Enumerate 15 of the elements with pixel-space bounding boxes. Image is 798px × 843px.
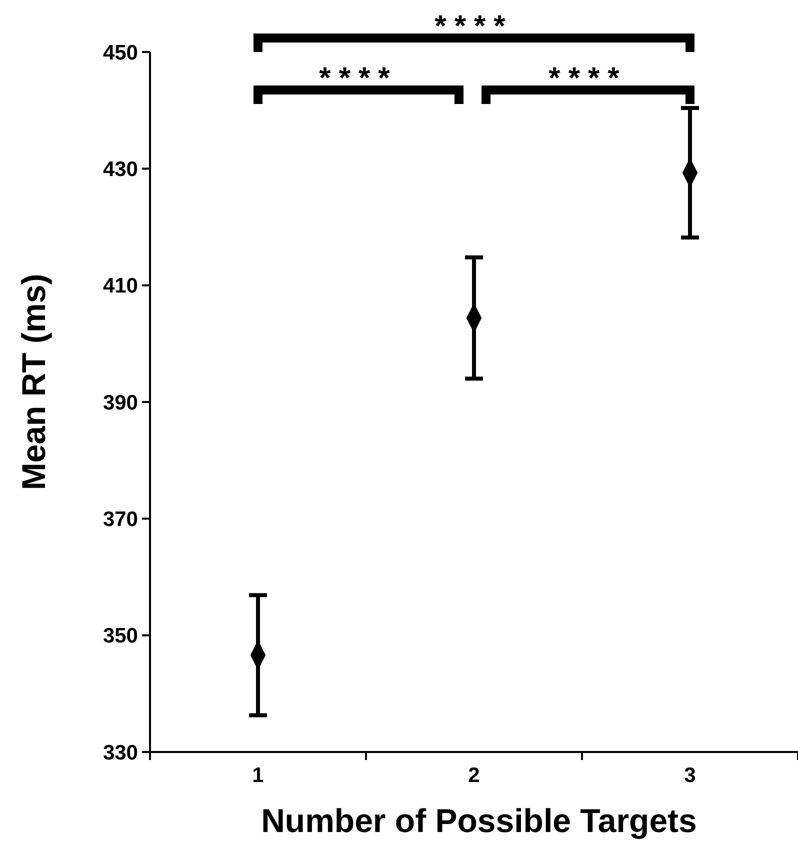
x-tick-label: 1 [252, 764, 264, 787]
annotation: **** [548, 62, 628, 95]
annotation: **** [319, 62, 398, 95]
y-axis-title: Mean RT (ms) [15, 274, 52, 490]
y-tick-label: 450 [102, 41, 138, 64]
x-tick-label: 3 [684, 764, 696, 787]
text: **** [434, 10, 514, 43]
y-tick-label: 390 [102, 391, 138, 414]
y-tick-label: 330 [102, 741, 138, 764]
y-tick-label: 370 [102, 508, 138, 532]
x-tick-label: 2 [468, 764, 480, 787]
y-tick-label: 350 [102, 624, 138, 648]
x-axis-title: Number of Possible Targets [261, 802, 697, 839]
y-tick-label: 430 [102, 158, 138, 182]
y-tick-label: 410 [102, 274, 138, 298]
